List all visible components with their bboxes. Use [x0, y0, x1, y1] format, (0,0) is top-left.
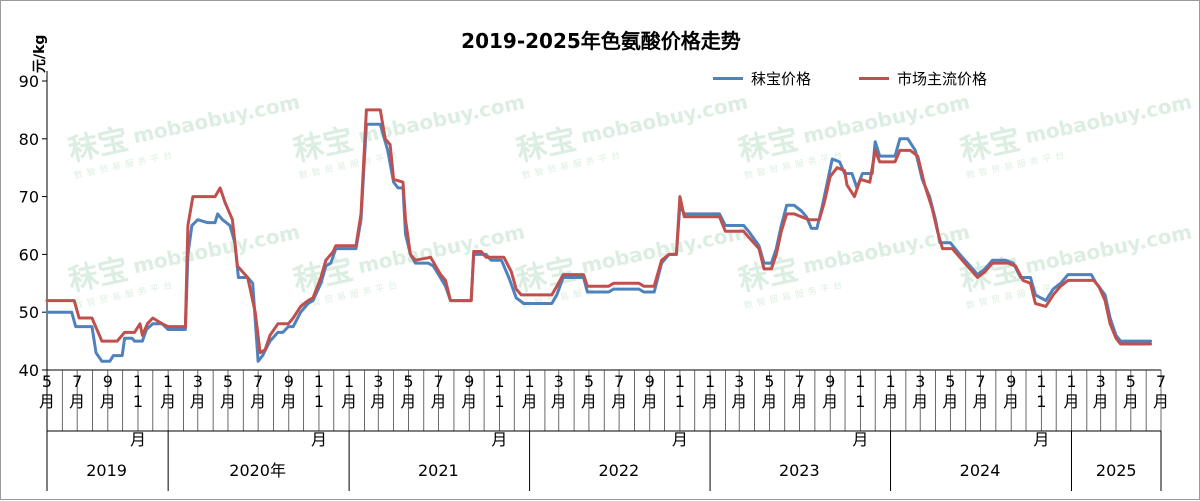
- svg-text:mobaobuy.com: mobaobuy.com: [1023, 89, 1194, 148]
- x-year-label: 2025: [1096, 461, 1137, 480]
- x-year-label: 2021: [418, 461, 459, 480]
- y-tick-label: 70: [19, 188, 39, 207]
- svg-text:mobaobuy.com: mobaobuy.com: [579, 89, 750, 148]
- legend-label-mobao: 秣宝价格: [751, 69, 812, 88]
- y-tick-label: 90: [19, 72, 39, 91]
- svg-text:mobaobuy.com: mobaobuy.com: [801, 89, 972, 148]
- y-tick-label: 60: [19, 245, 39, 264]
- svg-text:mobaobuy.com: mobaobuy.com: [131, 219, 302, 278]
- x-year-label: 2023: [779, 461, 820, 480]
- legend: 秣宝价格 市场主流价格: [713, 67, 987, 89]
- svg-text:mobaobuy.com: mobaobuy.com: [131, 89, 302, 148]
- legend-swatch-market: [859, 76, 890, 80]
- series-line-market: [45, 108, 1153, 355]
- legend-item-mobao: 秣宝价格: [713, 67, 811, 89]
- y-tick-label: 40: [19, 361, 39, 380]
- svg-text:mobaobuy.com: mobaobuy.com: [356, 219, 527, 278]
- y-tick-label: 80: [19, 130, 39, 149]
- legend-label-market: 市场主流价格: [897, 69, 988, 88]
- chart-title: 2019-2025年色氨酸价格走势: [461, 29, 741, 53]
- x-year-label: 2019: [86, 461, 127, 480]
- legend-swatch-mobao: [713, 76, 743, 80]
- y-tick-label: 50: [19, 303, 39, 322]
- svg-text:mobaobuy.com: mobaobuy.com: [1023, 219, 1194, 278]
- x-year-label: 2022: [598, 461, 639, 480]
- x-year-label: 2024: [960, 461, 1001, 480]
- legend-item-market: 市场主流价格: [859, 67, 987, 89]
- x-year-label: 2020年: [229, 461, 286, 480]
